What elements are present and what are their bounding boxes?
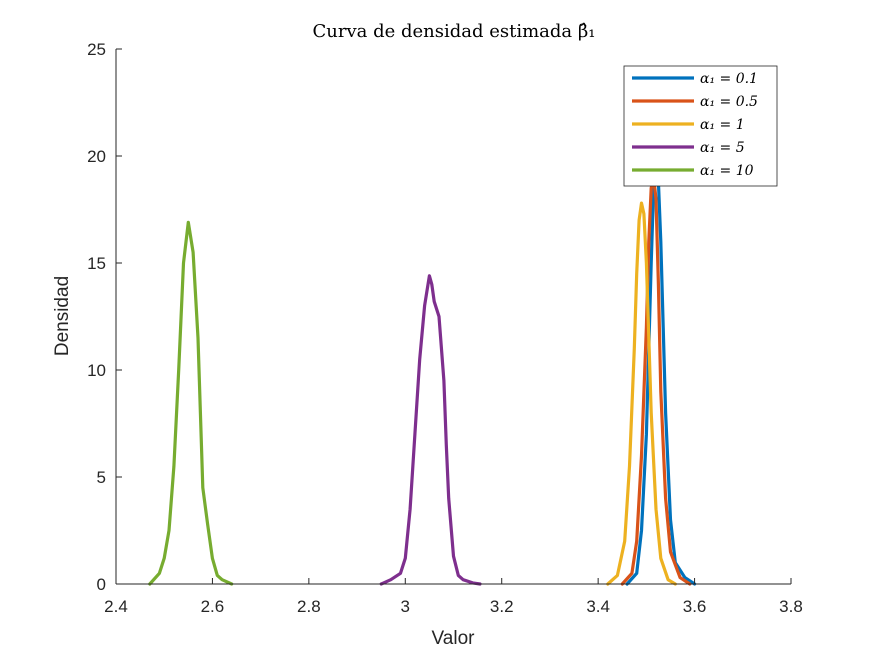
legend-box	[623, 65, 778, 187]
y-tick-label: 25	[87, 40, 106, 59]
legend-label-5: α₁ = 10	[700, 163, 754, 179]
x-tick-label: 2.8	[297, 597, 321, 616]
x-tick-label: 3.4	[586, 597, 610, 616]
x-tick-label: 2.6	[201, 597, 225, 616]
y-tick-label: 10	[87, 361, 106, 380]
series-line-5	[148, 220, 234, 586]
x-tick-label: 3	[401, 597, 410, 616]
y-tick-label: 15	[87, 254, 106, 273]
series-line-4	[379, 274, 482, 586]
y-tick-label: 0	[97, 575, 106, 594]
y-tick-label: 5	[97, 468, 106, 487]
x-tick-label: 3.6	[683, 597, 707, 616]
chart-title: Curva de densidad estimada β̂₁	[312, 21, 595, 42]
legend-label-4: α₁ = 5	[700, 140, 745, 156]
y-tick-label: 20	[87, 147, 106, 166]
series-line-3	[606, 201, 677, 586]
y-axis-label: Densidad	[52, 276, 73, 356]
x-ticks: 2.4 2.6 2.8 3 3.2 3.4 3.6 3.8	[104, 578, 803, 616]
legend-label-1: α₁ = 0.1	[700, 71, 758, 87]
x-axis-label: Valor	[432, 628, 476, 649]
x-tick-label: 3.8	[779, 597, 803, 616]
legend-label-3: α₁ = 1	[700, 117, 745, 133]
legend-label-2: α₁ = 0.5	[700, 94, 758, 110]
x-tick-label: 3.2	[490, 597, 514, 616]
x-tick-label: 2.4	[104, 597, 128, 616]
legend: α₁ = 0.1 α₁ = 0.5 α₁ = 1 α₁ = 5 α₁ = 10	[623, 65, 778, 187]
y-ticks: 0 5 10 15 20 25	[87, 40, 122, 594]
